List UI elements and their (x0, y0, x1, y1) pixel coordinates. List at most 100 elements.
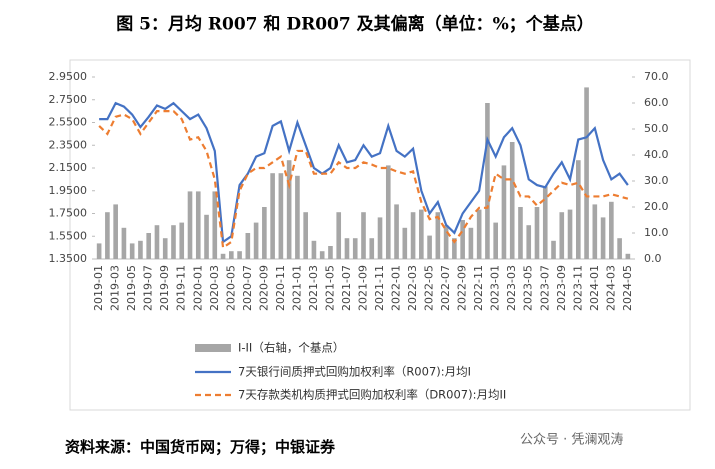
bar (460, 220, 465, 259)
bar (295, 175, 300, 259)
bar (452, 238, 457, 259)
bar (187, 191, 193, 259)
y-tick-label: 2.9500 (49, 70, 88, 83)
bar (501, 165, 507, 259)
bar (476, 209, 482, 259)
x-tick-label: 2021-09 (357, 265, 370, 311)
bar (402, 227, 408, 259)
bar (171, 225, 176, 259)
bar (328, 246, 333, 259)
y2-tick-label: 50.0 (644, 122, 669, 135)
x-tick-label: 2021-11 (373, 265, 386, 311)
x-tick-label: 2019-05 (125, 265, 138, 311)
bar (220, 253, 226, 259)
bar (138, 240, 143, 259)
x-tick-label: 2021-07 (340, 265, 353, 311)
bar (377, 217, 383, 259)
y-tick-label: 1.9500 (49, 184, 88, 197)
x-tick-label: 2023-07 (538, 265, 551, 311)
bar (229, 251, 234, 259)
x-tick-label: 2024-05 (621, 265, 634, 311)
y-tick-label: 2.1500 (49, 161, 88, 174)
x-tick-label: 2021-01 (290, 265, 303, 311)
y-tick-label: 2.7500 (49, 93, 88, 106)
y2-tick-label: 30.0 (644, 174, 669, 187)
bar (105, 212, 110, 259)
y-tick-label: 1.5500 (49, 229, 88, 242)
y2-tick-label: 70.0 (644, 70, 669, 83)
bar (253, 222, 259, 259)
x-tick-label: 2021-03 (307, 265, 320, 311)
legend-label: 7天存款类机构质押式回购加权利率（DR007):月均II (238, 388, 506, 402)
x-tick-label: 2022-07 (439, 265, 452, 311)
x-tick-label: 2022-09 (456, 265, 469, 311)
legend-label: 7天银行间质押式回购加权利率（R007):月均I (238, 365, 471, 379)
bar (435, 212, 441, 259)
bar (96, 243, 102, 259)
x-tick-label: 2023-09 (555, 265, 568, 311)
bar (526, 225, 532, 259)
bar (237, 251, 242, 259)
bar (286, 160, 292, 259)
y2-tick-label: 40.0 (644, 148, 669, 161)
bar (410, 212, 416, 259)
y-tick-label: 1.3500 (49, 252, 88, 265)
bar (154, 225, 160, 259)
x-tick-label: 2022-01 (390, 265, 403, 311)
bar (319, 251, 325, 259)
dr007-line (98, 110, 629, 250)
x-tick-label: 2019-07 (142, 265, 155, 311)
bar (518, 207, 523, 259)
bar (419, 209, 424, 259)
bar (369, 238, 375, 259)
bar (575, 160, 581, 259)
bar (195, 191, 201, 259)
bar (245, 233, 251, 259)
bar (443, 225, 449, 259)
bar (592, 204, 598, 259)
x-tick-label: 2023-05 (522, 265, 535, 311)
x-tick-label: 2019-09 (158, 265, 171, 311)
y-tick-label: 2.3500 (49, 138, 88, 151)
r007-line (99, 101, 629, 244)
y-tick-label: 1.7500 (49, 207, 88, 220)
x-tick-label: 2024-01 (588, 265, 601, 311)
bar (485, 103, 490, 259)
x-tick-label: 2022-03 (406, 265, 419, 311)
watermark: 公众号 · 凭澜观涛 (520, 432, 623, 448)
bar (179, 222, 185, 259)
x-tick-label: 2023-01 (489, 265, 502, 311)
bar (551, 240, 556, 259)
y2-tick-label: 10.0 (644, 226, 669, 239)
bar (567, 209, 573, 259)
bar (468, 227, 474, 259)
bar (344, 238, 350, 259)
bar (352, 238, 358, 259)
x-tick-label: 2023-11 (571, 265, 584, 311)
bar (146, 233, 152, 259)
x-tick-label: 2020-11 (274, 265, 287, 311)
legend-swatch (195, 344, 231, 352)
x-tick-label: 2020-09 (257, 265, 270, 311)
bar (493, 222, 498, 259)
bar (270, 173, 275, 259)
x-tick-label: 2024-03 (604, 265, 617, 311)
y2-tick-label: 0.0 (644, 252, 662, 265)
x-tick-label: 2021-05 (323, 265, 336, 311)
y2-tick-label: 60.0 (644, 96, 669, 109)
bar (278, 173, 284, 259)
bar (204, 214, 209, 259)
bar (303, 212, 308, 259)
bar (600, 217, 606, 259)
x-tick-label: 2019-03 (109, 265, 122, 311)
x-tick-label: 2019-11 (175, 265, 188, 311)
bar (609, 201, 614, 259)
chart-frame (69, 59, 691, 411)
x-tick-label: 2020-01 (191, 265, 204, 311)
bar (394, 204, 399, 259)
chart-title: 图 5：月均 R007 和 DR007 及其偏离（单位：%；个基点） (116, 14, 594, 35)
bar (534, 207, 540, 259)
x-tick-label: 2020-03 (208, 265, 221, 311)
y2-tick-label: 20.0 (644, 200, 669, 213)
